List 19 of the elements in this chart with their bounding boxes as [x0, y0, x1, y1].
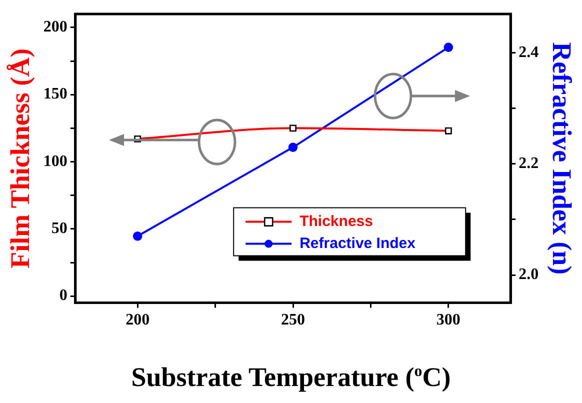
x-tick-label: 250 [281, 312, 305, 329]
y-tick-label: 0 [59, 287, 68, 304]
y2-tick-label: 2.4 [518, 44, 539, 62]
y-axis-title: Film Thickness (Å) [5, 48, 36, 268]
y-tick-label: 100 [43, 152, 68, 170]
point [288, 142, 298, 152]
y-tick-label: 200 [43, 18, 68, 36]
x-axis-title: Substrate Temperature ($^{o}$C) [130, 362, 452, 393]
legend-label: Refractive Index [300, 234, 416, 252]
x-tick-label: 300 [436, 312, 460, 329]
y2-tick-label: 2.0 [518, 266, 539, 284]
y2-axis-title: Refractive Index (n) [546, 42, 577, 275]
y-tick-label: 50 [51, 220, 68, 238]
x-tick-label: 200 [126, 312, 150, 329]
y2-tick-label: 2.2 [518, 155, 539, 172]
point [444, 42, 454, 52]
y-tick-label: 150 [43, 86, 68, 103]
legend-label: Thickness [300, 212, 373, 230]
point [132, 232, 142, 241]
